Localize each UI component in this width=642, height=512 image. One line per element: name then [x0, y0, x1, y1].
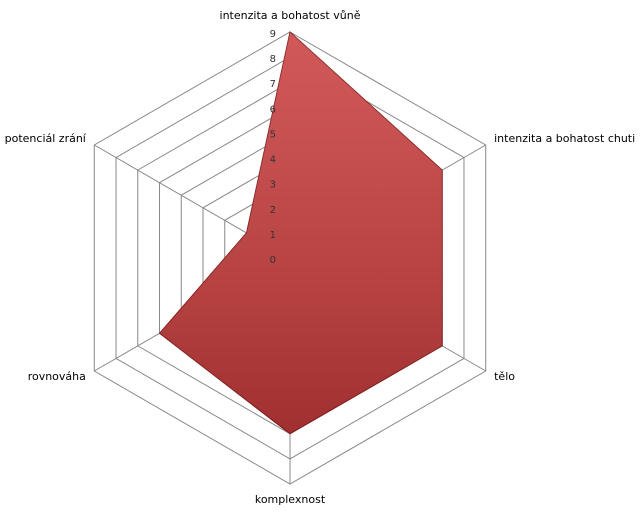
category-label: potenciál zrání	[5, 132, 87, 145]
category-label: intenzita a bohatost vůně	[220, 9, 361, 22]
r-tick-label: 5	[270, 129, 276, 140]
r-tick-label: 2	[270, 205, 276, 216]
r-tick-label: 4	[270, 155, 276, 166]
r-tick-label: 3	[270, 180, 276, 191]
category-label: intenzita a bohatost chuti	[494, 132, 635, 145]
category-label: komplexnost	[255, 493, 326, 506]
r-tick-label: 1	[270, 230, 276, 241]
r-tick-label: 6	[270, 104, 276, 115]
r-tick-label: 7	[270, 79, 276, 90]
r-tick-label: 0	[270, 255, 276, 266]
r-tick-label: 9	[270, 29, 276, 40]
category-label: tělo	[494, 370, 515, 383]
r-tick-label: 8	[270, 54, 276, 65]
radar-shade	[159, 32, 443, 434]
category-label: rovnováha	[28, 370, 86, 383]
